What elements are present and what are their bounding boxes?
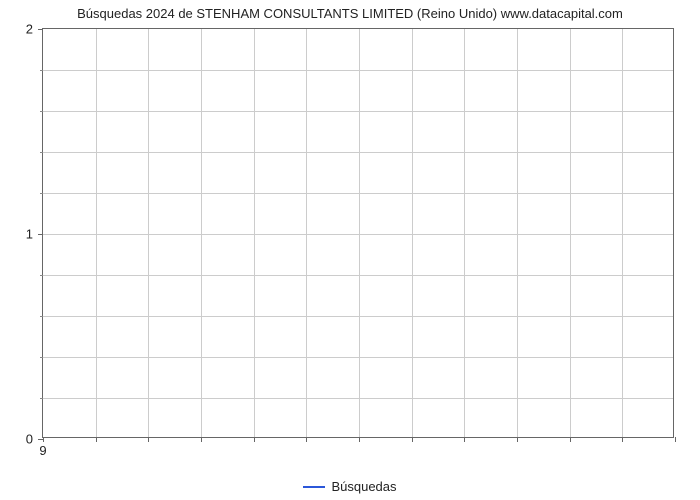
gridline-vertical xyxy=(622,29,623,437)
ytick-minor-mark xyxy=(40,357,43,358)
gridline-horizontal xyxy=(43,70,673,71)
ytick-minor-mark xyxy=(40,152,43,153)
gridline-horizontal xyxy=(43,193,673,194)
ytick-mark xyxy=(38,234,43,235)
ytick-minor-mark xyxy=(40,275,43,276)
xtick-label: 9 xyxy=(39,443,46,458)
xtick-mark xyxy=(412,437,413,442)
ytick-label: 0 xyxy=(26,432,33,447)
gridline-horizontal xyxy=(43,234,673,235)
gridline-horizontal xyxy=(43,152,673,153)
gridline-vertical xyxy=(201,29,202,437)
xtick-mark xyxy=(306,437,307,442)
xtick-mark xyxy=(201,437,202,442)
xtick-mark xyxy=(622,437,623,442)
xtick-mark xyxy=(517,437,518,442)
legend-label: Búsquedas xyxy=(331,479,396,494)
xtick-mark xyxy=(464,437,465,442)
ytick-label: 2 xyxy=(26,22,33,37)
gridline-vertical xyxy=(96,29,97,437)
ytick-mark xyxy=(38,29,43,30)
gridline-vertical xyxy=(254,29,255,437)
gridline-horizontal xyxy=(43,275,673,276)
ytick-minor-mark xyxy=(40,111,43,112)
ytick-label: 1 xyxy=(26,227,33,242)
gridline-vertical xyxy=(464,29,465,437)
gridline-horizontal xyxy=(43,111,673,112)
xtick-mark xyxy=(96,437,97,442)
xtick-mark xyxy=(148,437,149,442)
xtick-mark xyxy=(675,437,676,442)
gridline-horizontal xyxy=(43,398,673,399)
plot-area: 0129 xyxy=(42,28,674,438)
xtick-mark xyxy=(570,437,571,442)
gridline-vertical xyxy=(306,29,307,437)
chart-title: Búsquedas 2024 de STENHAM CONSULTANTS LI… xyxy=(0,6,700,21)
legend-swatch xyxy=(303,486,325,488)
gridline-horizontal xyxy=(43,357,673,358)
legend: Búsquedas xyxy=(0,478,700,494)
ytick-minor-mark xyxy=(40,398,43,399)
chart-container: Búsquedas 2024 de STENHAM CONSULTANTS LI… xyxy=(0,0,700,500)
gridline-vertical xyxy=(359,29,360,437)
gridline-vertical xyxy=(412,29,413,437)
gridline-vertical xyxy=(517,29,518,437)
gridline-vertical xyxy=(148,29,149,437)
gridline-vertical xyxy=(570,29,571,437)
gridline-horizontal xyxy=(43,316,673,317)
ytick-minor-mark xyxy=(40,193,43,194)
ytick-minor-mark xyxy=(40,316,43,317)
xtick-mark xyxy=(359,437,360,442)
xtick-mark xyxy=(43,437,44,442)
ytick-minor-mark xyxy=(40,70,43,71)
xtick-mark xyxy=(254,437,255,442)
